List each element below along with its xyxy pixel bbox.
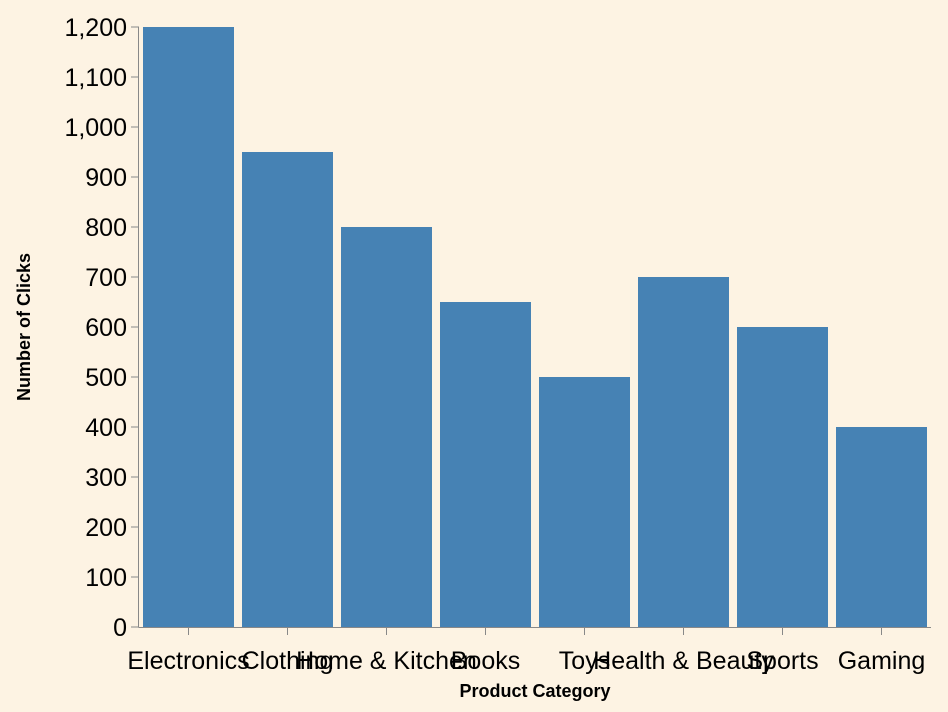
y-tick-label: 1,000 [64, 114, 127, 142]
y-tick-label: 600 [85, 314, 127, 342]
x-tick-label: Books [451, 647, 520, 675]
x-tick-label: Gaming [838, 647, 926, 675]
y-tick-label: 200 [85, 514, 127, 542]
bar [143, 27, 234, 627]
x-tick-label: Electronics [127, 647, 249, 675]
bar [242, 152, 333, 627]
x-tick-label: Health & Beauty [593, 647, 774, 675]
x-tick-label: Home & Kitchen [296, 647, 477, 675]
y-tick-label: 900 [85, 164, 127, 192]
bar [638, 277, 729, 627]
x-tick-label: Sports [746, 647, 818, 675]
y-axis-title: Number of Clicks [14, 253, 34, 401]
x-tick-label: Clothing [242, 647, 334, 675]
bar [341, 227, 432, 627]
y-tick-label: 500 [85, 364, 127, 392]
y-tick-label: 0 [113, 614, 127, 642]
y-tick-label: 1,100 [64, 64, 127, 92]
bar [539, 377, 630, 627]
y-tick-label: 800 [85, 214, 127, 242]
y-tick-label: 400 [85, 414, 127, 442]
y-axis: 0 100 200 300 400 500 600 700 800 900 1,000 1,100 1,… [64, 14, 139, 642]
y-tick-label: 1,200 [64, 14, 127, 42]
y-tick-label: 100 [85, 564, 127, 592]
bars [143, 27, 927, 627]
bar [836, 427, 927, 627]
x-tick-label: Toys [559, 647, 610, 675]
y-tick-label: 300 [85, 464, 127, 492]
bar [737, 327, 828, 627]
bar [440, 302, 531, 627]
x-axis-title: Product Category [459, 681, 610, 701]
y-tick-label: 700 [85, 264, 127, 292]
